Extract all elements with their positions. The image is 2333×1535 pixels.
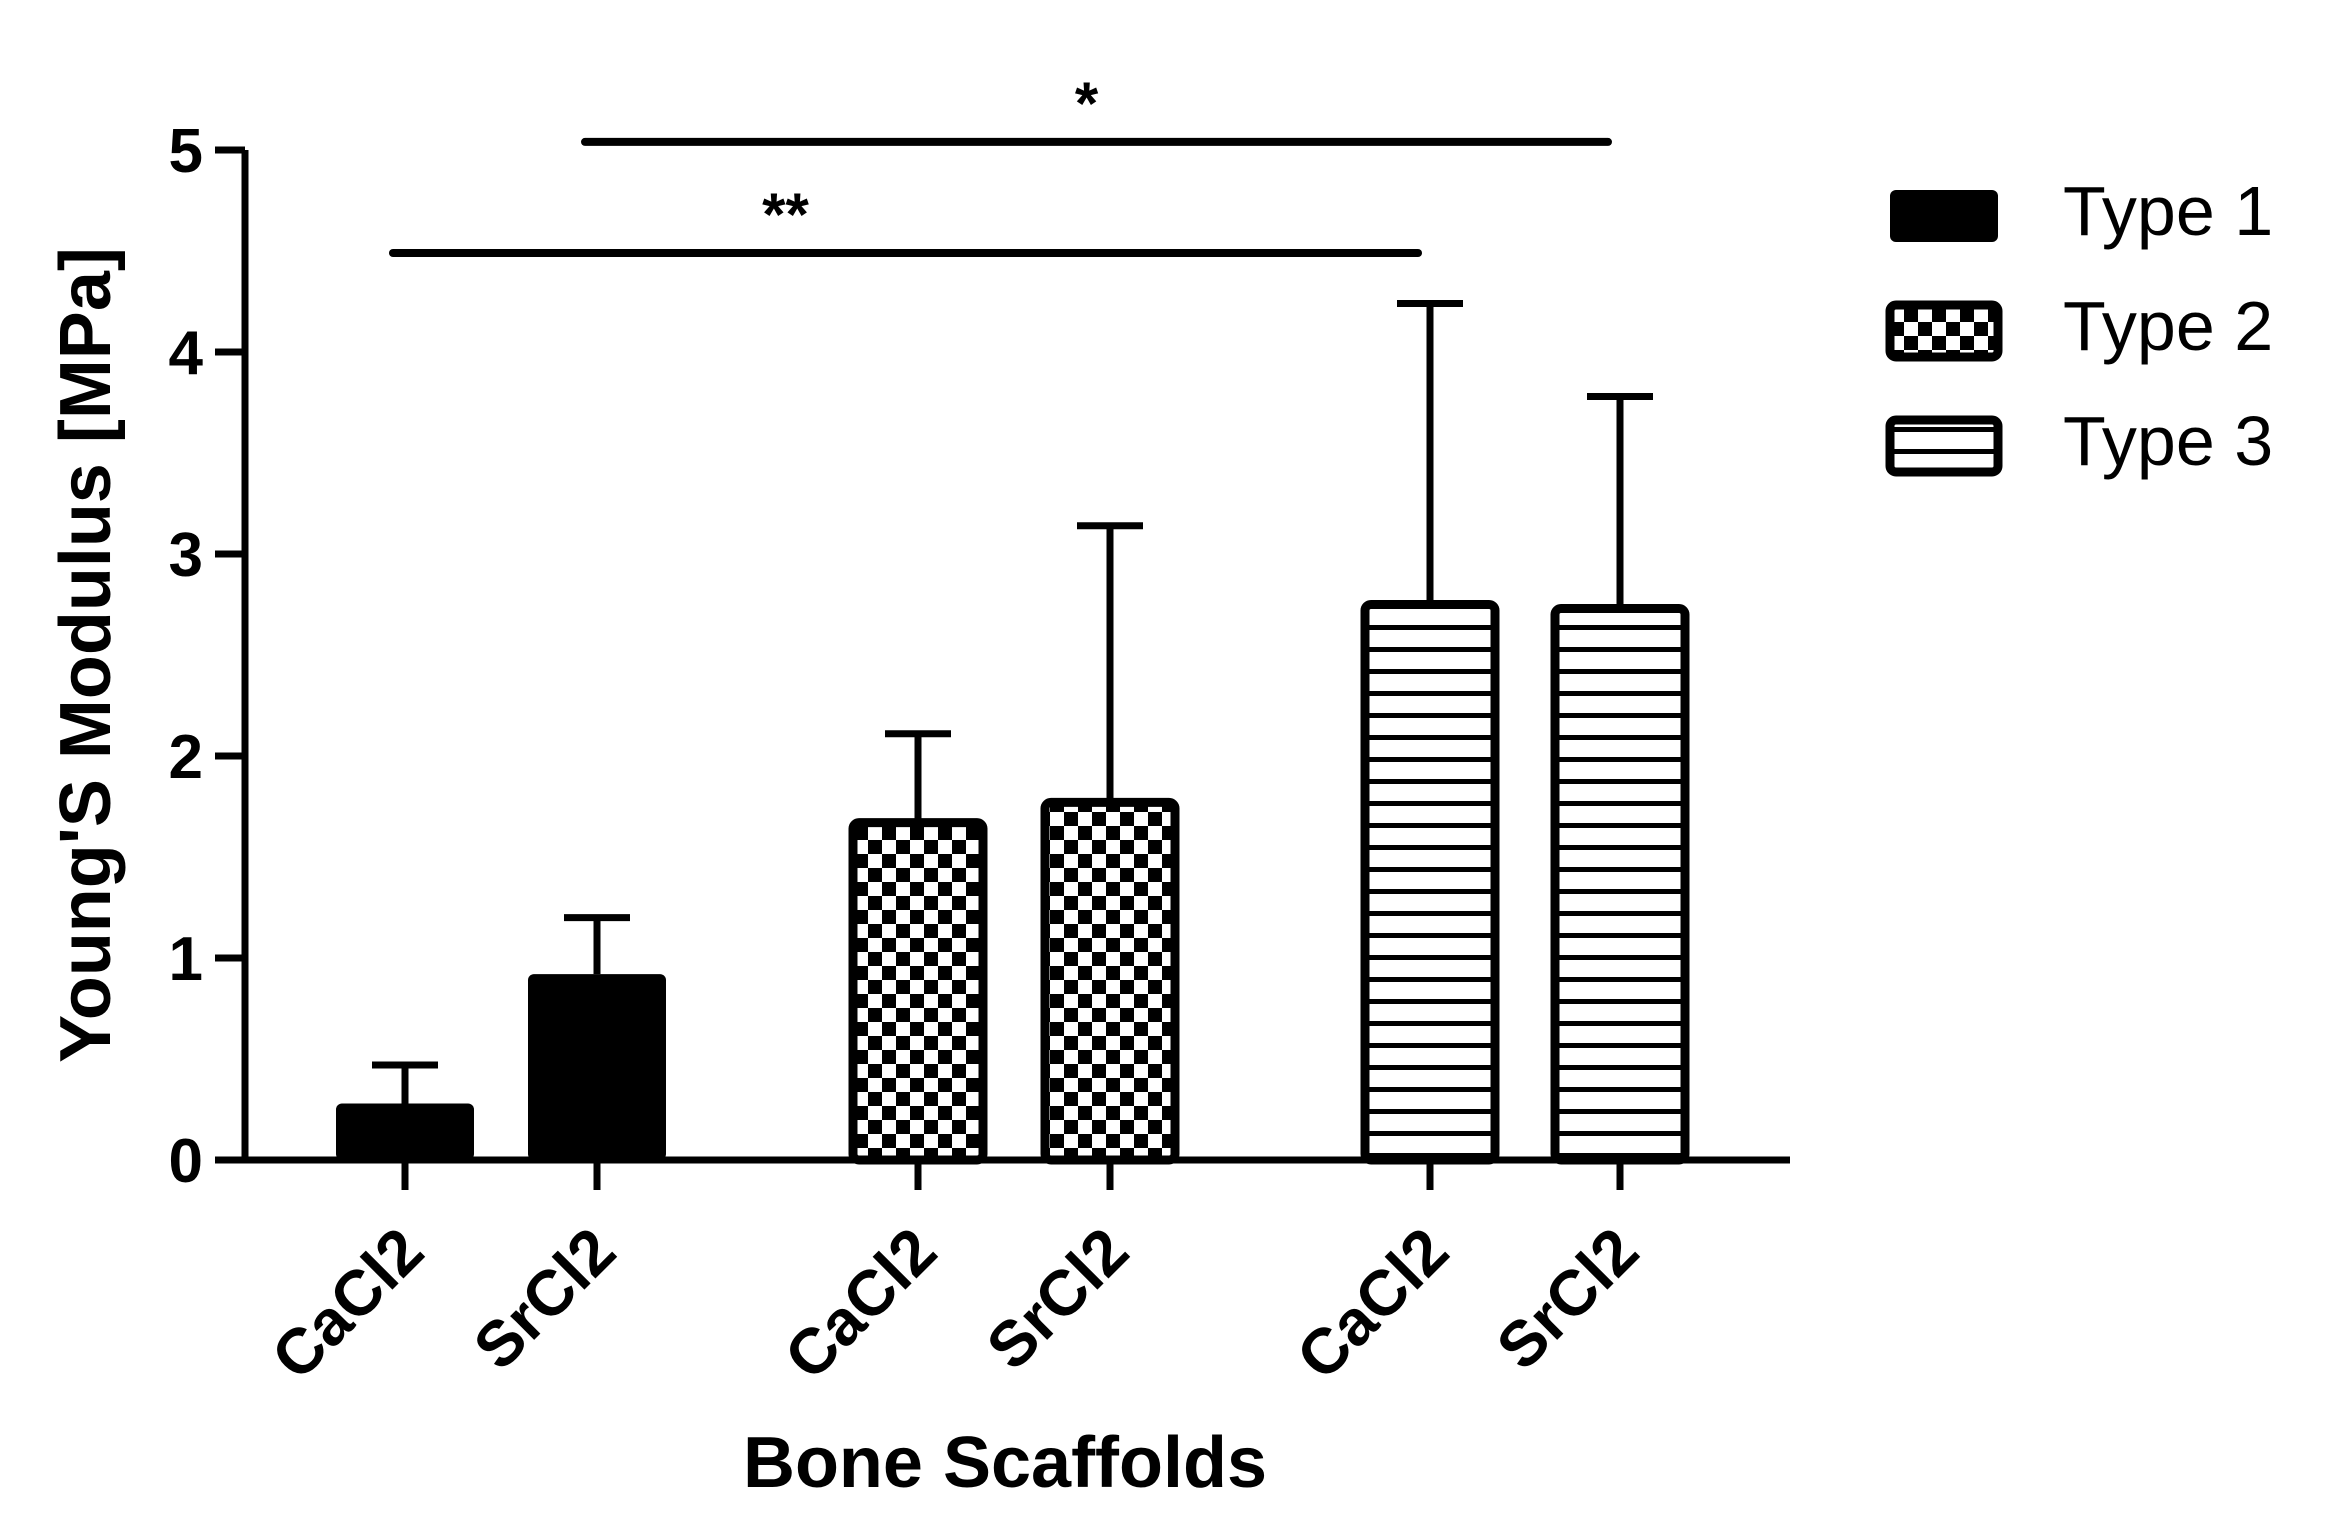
significance-label: * — [1075, 70, 1099, 137]
x-tick-label: CaCl2 — [1283, 1214, 1462, 1393]
bar — [528, 974, 666, 1160]
y-tick-label: 1 — [169, 925, 203, 994]
x-tick-label: SrCl2 — [973, 1214, 1142, 1383]
x-tick-label: SrCl2 — [460, 1214, 629, 1383]
bar — [848, 818, 988, 1165]
y-tick-label: 2 — [169, 723, 203, 792]
significance-label: ** — [762, 181, 809, 248]
bar — [1040, 797, 1180, 1165]
legend: Type 1 Type 2 Type 3 — [1885, 172, 2273, 480]
y-tick-label: 3 — [169, 521, 203, 590]
axes: 0 1 2 3 4 5 — [169, 117, 1790, 1196]
legend-swatch — [1885, 415, 2003, 477]
x-tick-label: CaCl2 — [771, 1214, 950, 1393]
significance-annotations: *** — [389, 70, 1612, 257]
bar — [336, 1103, 474, 1160]
x-tick-label: SrCl2 — [1483, 1214, 1652, 1383]
y-axis-title: Young'S Modulus [MPa] — [46, 247, 126, 1063]
legend-swatch — [1885, 300, 2003, 362]
y-tick-label: 0 — [169, 1127, 203, 1196]
legend-label: Type 3 — [2063, 402, 2273, 480]
bar — [1550, 604, 1690, 1165]
x-tick-label: CaCl2 — [258, 1214, 437, 1393]
y-tick-label: 4 — [169, 319, 204, 388]
bar — [1360, 599, 1500, 1165]
bars: CaCl2 SrCl2 CaCl2 SrCl2 CaCl2 SrCl2 — [258, 300, 1690, 1393]
legend-swatch — [1890, 190, 1998, 242]
legend-label: Type 2 — [2063, 287, 2273, 365]
legend-label: Type 1 — [2063, 172, 2273, 250]
y-tick-label: 5 — [169, 117, 203, 186]
x-axis-title: Bone Scaffolds — [743, 1423, 1267, 1503]
